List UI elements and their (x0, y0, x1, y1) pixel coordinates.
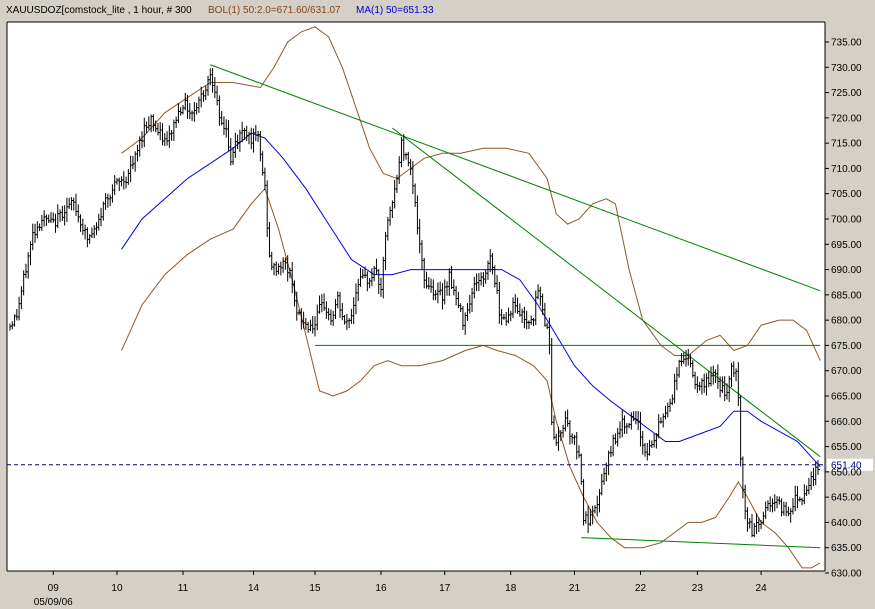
trendline (392, 127, 821, 458)
y-tick-label: 710.00 (831, 164, 862, 175)
last-price-layer: 651.40 (7, 458, 873, 471)
x-tick-label: 17 (439, 583, 451, 594)
y-tick-label: 695.00 (831, 240, 862, 251)
y-tick-label: 725.00 (831, 88, 862, 99)
bollinger-bands-layer (121, 26, 821, 569)
x-axis: 09 10 11 14 15 16 17 18 21 22 23 24 05/09/06 (34, 571, 767, 608)
y-tick-label: 675.00 (831, 341, 862, 352)
x-tick-label: 10 (111, 583, 123, 594)
price-bars-layer (9, 68, 820, 538)
x-tick-label: 16 (375, 583, 387, 594)
y-tick-label: 655.00 (831, 442, 862, 453)
header-bollinger: BOL(1) 50:2.0=671.60/631.07 (208, 5, 341, 16)
y-tick-label: 720.00 (831, 113, 862, 124)
x-tick-label: 11 (178, 583, 189, 594)
x-tick-label: 23 (692, 583, 704, 594)
trendline (581, 537, 821, 549)
y-tick-label: 685.00 (831, 290, 862, 301)
y-tick-label: 670.00 (831, 366, 862, 377)
y-tick-label: 645.00 (831, 493, 862, 504)
x-tick-label: 22 (635, 583, 647, 594)
last-price-label: 651.40 (831, 460, 862, 471)
x-tick-label: 15 (309, 583, 321, 594)
y-tick-label: 630.00 (831, 569, 862, 580)
trendline (210, 64, 821, 292)
y-tick-label: 660.00 (831, 417, 862, 428)
x-tick-label: 24 (756, 583, 768, 594)
trendlines-layer (210, 64, 821, 549)
y-tick-label: 680.00 (831, 316, 862, 327)
x-tick-label: 21 (569, 583, 581, 594)
y-tick-label: 705.00 (831, 189, 862, 200)
header-symbol: XAUUSDOZ[comstock_lite , 1 hour, # 300 (6, 5, 192, 16)
y-tick-label: 730.00 (831, 63, 862, 74)
y-tick-label: 735.00 (831, 38, 862, 49)
x-tick-label: 14 (248, 583, 260, 594)
plot-area (7, 22, 825, 571)
x-tick-label: 18 (505, 583, 517, 594)
bollinger-upper-band (121, 26, 821, 361)
x-tick-label: 09 (48, 583, 60, 594)
y-axis: 735.00 730.00 725.00 720.00 715.00 710.00 705.… (825, 38, 862, 580)
y-tick-label: 650.00 (831, 467, 862, 478)
x-date-sublabel: 05/09/06 (34, 597, 73, 608)
y-tick-label: 715.00 (831, 139, 862, 150)
header-moving-average: MA(1) 50=651.33 (356, 5, 434, 16)
y-tick-label: 700.00 (831, 215, 862, 226)
y-tick-label: 635.00 (831, 543, 862, 554)
y-tick-label: 665.00 (831, 392, 862, 403)
bollinger-lower-band (121, 187, 821, 569)
last-price-label-box (827, 458, 873, 471)
y-tick-label: 640.00 (831, 518, 862, 529)
y-tick-label: 690.00 (831, 265, 862, 276)
